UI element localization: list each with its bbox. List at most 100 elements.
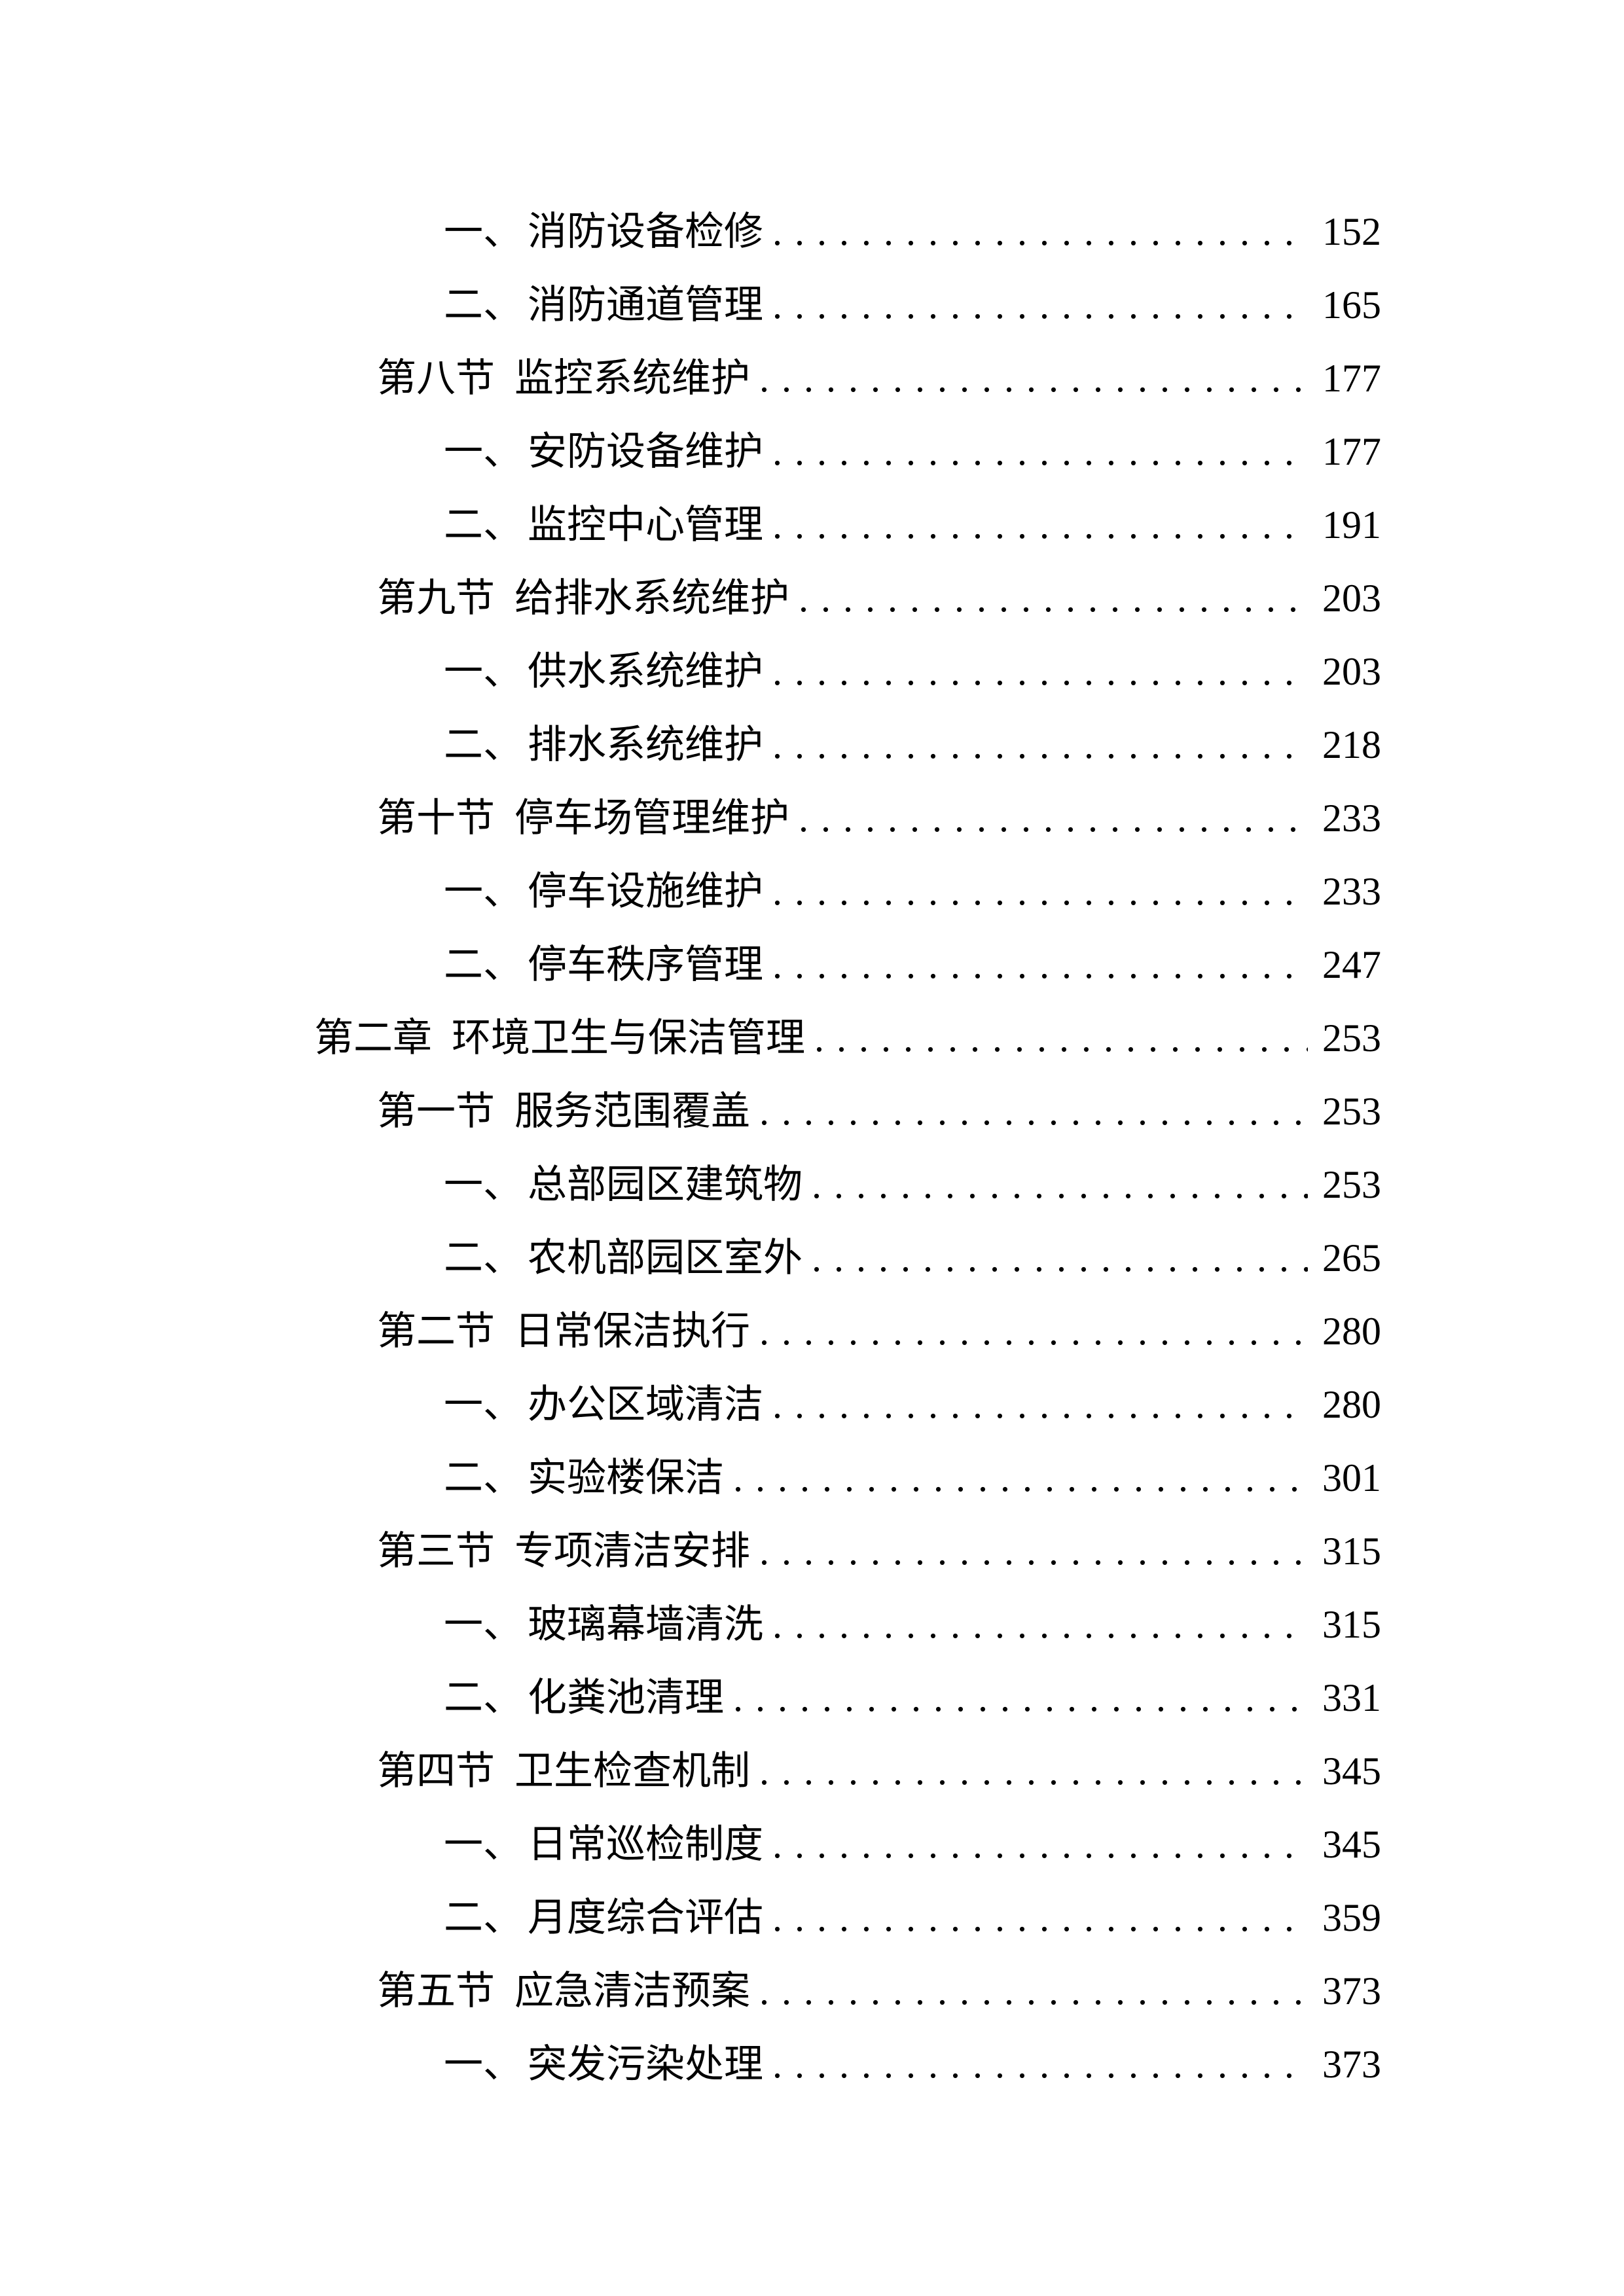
toc-entry: 一、 办公区域清洁 280 xyxy=(0,1368,1624,1441)
toc-entry-title: 办公区域清洁 xyxy=(528,1383,763,1426)
toc-entry-page: 359 xyxy=(1322,1896,1381,1939)
toc-entry-page: 315 xyxy=(1322,1530,1381,1573)
toc-entry-number: 二、 xyxy=(444,1896,522,1939)
toc-entry: 第九节 给排水系统维护 203 xyxy=(0,562,1624,635)
dot-leader xyxy=(757,1075,1308,1148)
toc-entry-title: 安防设备维护 xyxy=(528,430,763,473)
toc-entry-title: 停车秩序管理 xyxy=(528,943,763,986)
dot-leader xyxy=(770,488,1308,562)
dot-leader xyxy=(757,342,1308,415)
toc-entry-title: 实验楼保洁 xyxy=(528,1456,724,1499)
dot-leader xyxy=(770,1368,1308,1441)
toc-entry-page: 345 xyxy=(1322,1823,1381,1866)
toc-entry-number: 二、 xyxy=(444,723,522,766)
toc-entry: 一、 总部园区建筑物 253 xyxy=(0,1148,1624,1221)
toc-entry-number: 第四节 xyxy=(377,1749,495,1793)
toc-entry-page: 233 xyxy=(1322,797,1381,840)
dot-leader xyxy=(770,708,1308,781)
dot-leader xyxy=(757,1515,1308,1588)
toc-entry-title: 卫生检查机制 xyxy=(514,1749,750,1793)
toc-entry: 一、 供水系统维护 203 xyxy=(0,635,1624,708)
toc-entry: 一、 消防设备检修 152 xyxy=(0,195,1624,268)
toc-entry: 二、 监控中心管理 191 xyxy=(0,488,1624,562)
toc-entry-title: 消防通道管理 xyxy=(528,283,763,327)
dot-leader xyxy=(796,562,1308,635)
toc-entry: 一、 突发污染处理 373 xyxy=(0,2028,1624,2101)
toc-entry-number: 二、 xyxy=(444,943,522,986)
toc-entry: 第四节 卫生检查机制 345 xyxy=(0,1734,1624,1808)
toc-entry-title: 排水系统维护 xyxy=(528,723,763,766)
toc-entry: 二、 停车秩序管理 247 xyxy=(0,928,1624,1001)
toc-entry: 二、 排水系统维护 218 xyxy=(0,708,1624,781)
toc-entry: 第二节 日常保洁执行 280 xyxy=(0,1295,1624,1368)
toc-entry-title: 专项清洁安排 xyxy=(514,1530,750,1573)
toc-entry: 一、 停车设施维护 233 xyxy=(0,855,1624,928)
toc-entry-number: 一、 xyxy=(444,870,522,913)
toc-entry-number: 一、 xyxy=(444,2043,522,2086)
toc-entry-title: 环境卫生与保洁管理 xyxy=(452,1016,805,1060)
toc-entry-number: 二、 xyxy=(444,1676,522,1719)
toc-entry: 第十节 停车场管理维护 233 xyxy=(0,781,1624,855)
toc-entry-page: 152 xyxy=(1322,210,1381,253)
dot-leader xyxy=(770,268,1308,342)
toc-entry-page: 253 xyxy=(1322,1163,1381,1206)
toc-entry-number: 第九节 xyxy=(377,577,495,620)
toc-entry-number: 第十节 xyxy=(377,797,495,840)
toc-entry-title: 消防设备检修 xyxy=(528,210,763,253)
toc-entry: 一、 安防设备维护 177 xyxy=(0,415,1624,488)
toc-entry-title: 农机部园区室外 xyxy=(528,1236,803,1280)
toc-entry-page: 218 xyxy=(1322,723,1381,766)
toc-entry: 第五节 应急清洁预案 373 xyxy=(0,1954,1624,2028)
toc-entry: 一、 玻璃幕墙清洗 315 xyxy=(0,1588,1624,1661)
toc-entry-number: 一、 xyxy=(444,1163,522,1206)
toc-entry-number: 二、 xyxy=(444,503,522,547)
toc-entry-page: 253 xyxy=(1322,1016,1381,1060)
toc-entry-page: 177 xyxy=(1322,430,1381,473)
toc-list: 一、 消防设备检修 152 二、 消防通道管理 165 第八节 监控系统维护 1… xyxy=(0,195,1624,2101)
toc-entry-number: 二、 xyxy=(444,283,522,327)
toc-entry: 二、 化粪池清理 331 xyxy=(0,1661,1624,1734)
toc-entry-number: 一、 xyxy=(444,1603,522,1646)
toc-entry-page: 280 xyxy=(1322,1310,1381,1353)
toc-entry: 二、 月度综合评估 359 xyxy=(0,1881,1624,1954)
toc-entry-page: 345 xyxy=(1322,1749,1381,1793)
toc-entry-title: 应急清洁预案 xyxy=(514,1969,750,2013)
toc-entry-number: 一、 xyxy=(444,430,522,473)
toc-entry: 第八节 监控系统维护 177 xyxy=(0,342,1624,415)
toc-entry-title: 监控系统维护 xyxy=(514,357,750,400)
toc-entry-number: 二、 xyxy=(444,1456,522,1499)
toc-entry-number: 一、 xyxy=(444,1823,522,1866)
toc-entry-page: 191 xyxy=(1322,503,1381,547)
toc-entry-title: 月度综合评估 xyxy=(528,1896,763,1939)
toc-entry: 第一节 服务范围覆盖 253 xyxy=(0,1075,1624,1148)
toc-entry-number: 第二章 xyxy=(314,1016,432,1060)
toc-entry-page: 331 xyxy=(1322,1676,1381,1719)
toc-entry-page: 177 xyxy=(1322,357,1381,400)
toc-entry-title: 突发污染处理 xyxy=(528,2043,763,2086)
toc-entry-page: 203 xyxy=(1322,577,1381,620)
toc-entry-number: 第八节 xyxy=(377,357,495,400)
dot-leader xyxy=(809,1221,1308,1295)
toc-entry-page: 301 xyxy=(1322,1456,1381,1499)
toc-entry: 第二章 环境卫生与保洁管理 253 xyxy=(0,1001,1624,1075)
toc-entry-title: 化粪池清理 xyxy=(528,1676,724,1719)
toc-entry-title: 日常巡检制度 xyxy=(528,1823,763,1866)
dot-leader xyxy=(770,1808,1308,1881)
toc-entry-title: 停车场管理维护 xyxy=(514,797,789,840)
toc-entry-title: 服务范围覆盖 xyxy=(514,1090,750,1133)
toc-entry: 一、 日常巡检制度 345 xyxy=(0,1808,1624,1881)
toc-entry-page: 373 xyxy=(1322,1969,1381,2013)
toc-entry-title: 供水系统维护 xyxy=(528,650,763,693)
dot-leader xyxy=(770,2028,1308,2101)
dot-leader xyxy=(757,1954,1308,2028)
toc-entry: 二、 农机部园区室外 265 xyxy=(0,1221,1624,1295)
toc-entry-page: 373 xyxy=(1322,2043,1381,2086)
toc-entry-title: 玻璃幕墙清洗 xyxy=(528,1603,763,1646)
dot-leader xyxy=(757,1734,1308,1808)
toc-entry-number: 第一节 xyxy=(377,1090,495,1133)
toc-entry-number: 第二节 xyxy=(377,1310,495,1353)
toc-entry-title: 日常保洁执行 xyxy=(514,1310,750,1353)
toc-entry-number: 一、 xyxy=(444,210,522,253)
dot-leader xyxy=(770,855,1308,928)
toc-entry-title: 总部园区建筑物 xyxy=(528,1163,803,1206)
